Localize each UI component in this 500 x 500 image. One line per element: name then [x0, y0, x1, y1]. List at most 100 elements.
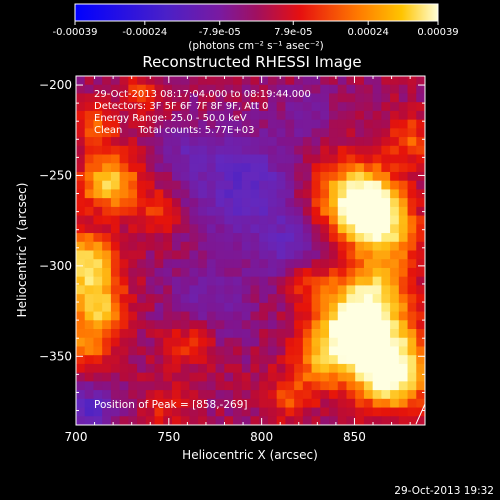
heatmap-cell [128, 198, 138, 208]
heatmap-cell [372, 110, 382, 121]
heatmap-cell [329, 311, 339, 321]
heatmap-cell [346, 215, 356, 225]
heatmap-cell [163, 320, 173, 330]
heatmap-cell [381, 276, 391, 286]
heatmap-cell [93, 198, 103, 208]
heatmap-cell [154, 390, 164, 400]
heatmap-cell [267, 198, 278, 208]
heatmap-cell [84, 76, 94, 86]
heatmap-cell [119, 76, 129, 86]
heatmap-cell [110, 381, 121, 391]
heatmap-cells [76, 76, 425, 425]
heatmap-cell [233, 76, 243, 86]
heatmap-cell [285, 137, 295, 147]
heatmap-cell [337, 337, 347, 347]
heatmap-cell [119, 215, 129, 225]
heatmap-cell [93, 241, 103, 251]
heatmap-cell [110, 320, 121, 330]
heatmap-cell [294, 311, 304, 321]
heatmap-cell [84, 154, 94, 164]
heatmap-cell [206, 372, 217, 382]
heatmap-cell [398, 363, 409, 374]
heatmap-cell [154, 398, 164, 409]
heatmap-cell [163, 145, 173, 156]
heatmap-cell [311, 171, 321, 182]
heatmap-cell [180, 398, 190, 409]
heatmap-cell [119, 250, 129, 260]
heatmap-cell [189, 171, 199, 182]
heatmap-cell [224, 294, 234, 304]
heatmap-cell [163, 416, 173, 425]
heatmap-cell [171, 224, 182, 234]
heatmap-cell [276, 224, 286, 234]
plot-area: 700 750 800 850−200−250−300−350 29-Oct-2013… [39, 75, 426, 444]
heatmap-cell [390, 76, 400, 86]
heatmap-cell [346, 390, 356, 400]
heatmap-cell [250, 119, 260, 129]
heatmap-cell [145, 390, 156, 400]
heatmap-cell [198, 137, 208, 147]
heatmap-cell [398, 84, 409, 94]
heatmap-cell [346, 302, 356, 313]
heatmap-cell [215, 294, 225, 304]
heatmap-cell [84, 206, 94, 217]
heatmap-cell [137, 206, 147, 217]
heatmap-cell [250, 171, 260, 182]
heatmap-cell [93, 110, 103, 121]
heatmap-cell [93, 128, 103, 138]
heatmap-cell [163, 76, 173, 86]
heatmap-cell [311, 93, 321, 103]
heatmap-cell [381, 381, 391, 391]
heatmap-cell [346, 102, 356, 112]
heatmap-cell [137, 302, 147, 313]
heatmap-cell [416, 320, 425, 330]
heatmap-cell [320, 285, 330, 295]
heatmap-cell [102, 302, 112, 313]
heatmap-cell [241, 398, 251, 409]
heatmap-cell [119, 294, 129, 304]
heatmap-cell [276, 145, 286, 156]
heatmap-cell [294, 198, 304, 208]
heatmap-cell [233, 250, 243, 260]
heatmap-cell [84, 416, 94, 425]
heatmap-cell [241, 416, 251, 425]
heatmap-cell [320, 110, 330, 121]
heatmap-cell [294, 302, 304, 313]
heatmap-cell [241, 233, 251, 243]
heatmap-cell [154, 110, 164, 121]
heatmap-cell [102, 154, 112, 164]
heatmap-cell [110, 311, 121, 321]
heatmap-cell [76, 171, 86, 182]
heatmap-cell [407, 381, 417, 391]
heatmap-cell [416, 198, 425, 208]
heatmap-cell [363, 355, 374, 365]
heatmap-cell [145, 102, 156, 112]
heatmap-cell [311, 76, 321, 86]
heatmap-cell [390, 84, 400, 94]
heatmap-cell [189, 137, 199, 147]
heatmap-cell [224, 337, 234, 347]
heatmap-cell [119, 224, 129, 234]
heatmap-cell [355, 189, 365, 199]
heatmap-cell [381, 302, 391, 313]
heatmap-cell [102, 250, 112, 260]
heatmap-cell [320, 259, 330, 269]
heatmap-cell [337, 372, 347, 382]
heatmap-cell [363, 302, 374, 313]
heatmap-cell [189, 180, 199, 190]
heatmap-cell [171, 241, 182, 251]
heatmap-cell [154, 320, 164, 330]
heatmap-cell [276, 93, 286, 103]
heatmap-cell [171, 276, 182, 286]
heatmap-cell [250, 294, 260, 304]
heatmap-cell [294, 407, 304, 417]
heatmap-cell [294, 390, 304, 400]
heatmap-cell [329, 206, 339, 217]
heatmap-cell [241, 294, 251, 304]
heatmap-cell [189, 337, 199, 347]
heatmap-cell [407, 267, 417, 278]
heatmap-cell [163, 233, 173, 243]
heatmap-cell [241, 102, 251, 112]
heatmap-cell [206, 320, 217, 330]
heatmap-cell [171, 154, 182, 164]
